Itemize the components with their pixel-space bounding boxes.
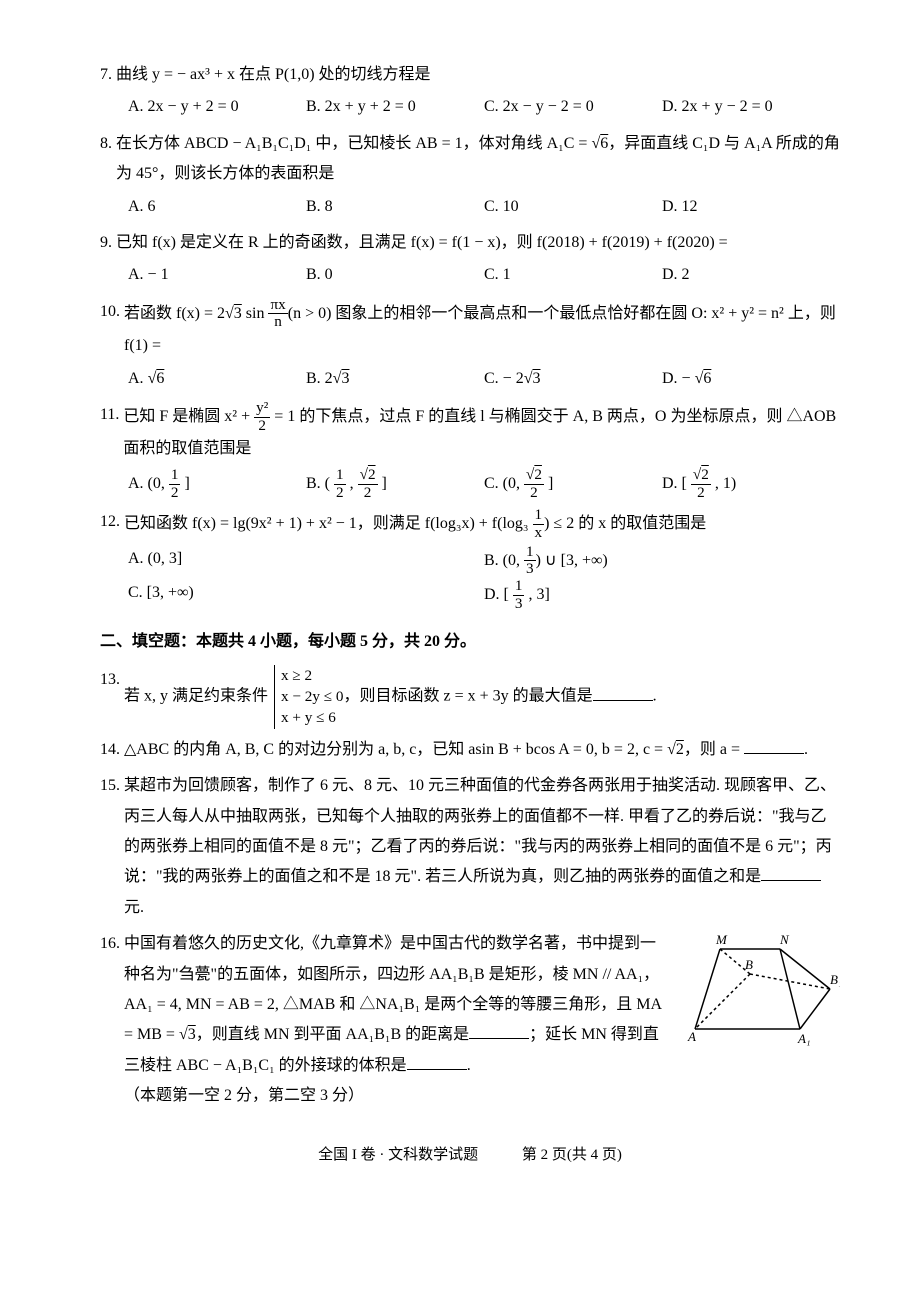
blank — [761, 864, 821, 881]
footer-right: 第 2 页(共 4 页) — [522, 1147, 622, 1163]
q12-text: 已知函数 f(x) = lg(9x² + 1) + x² − 1，则满足 f(l… — [124, 507, 840, 541]
q11-opt-a: A. (0, 12 ] — [128, 467, 306, 501]
q8-num: 8. — [100, 129, 112, 190]
q10-opt-a: A. √6 — [128, 364, 306, 394]
q9-opt-c: C. 1 — [484, 260, 662, 290]
blank — [407, 1053, 467, 1070]
q9-num: 9. — [100, 228, 112, 258]
question-10: 10. 若函数 f(x) = 2√3 sin πxn(n > 0) 图象上的相邻… — [100, 297, 840, 394]
question-12: 12. 已知函数 f(x) = lg(9x² + 1) + x² − 1，则满足… — [100, 507, 840, 612]
q12-opt-b: B. (0, 13) ∪ [3, +∞) — [484, 544, 840, 578]
q16-note: （本题第一空 2 分，第二空 3 分） — [124, 1081, 670, 1111]
q10-opt-d: D. − √6 — [662, 364, 840, 394]
q7-num: 7. — [100, 60, 112, 90]
question-11: 11. 已知 F 是椭圆 x² + y²2 = 1 的下焦点，过点 F 的直线 … — [100, 400, 840, 501]
svg-text:M: M — [715, 932, 728, 947]
footer-left: 全国 I 卷 · 文科数学试题 — [318, 1147, 478, 1163]
q14-text: △ABC 的内角 A, B, C 的对边分别为 a, b, c，已知 asin … — [124, 735, 840, 765]
question-14: 14. △ABC 的内角 A, B, C 的对边分别为 a, b, c，已知 a… — [100, 735, 840, 765]
q10-opt-b: B. 2√3 — [306, 364, 484, 394]
question-9: 9. 已知 f(x) 是定义在 R 上的奇函数，且满足 f(x) = f(1 −… — [100, 228, 840, 291]
q7-opt-d: D. 2x + y − 2 = 0 — [662, 92, 840, 122]
q12-opt-c: C. [3, +∞) — [128, 578, 484, 612]
q8-text: 在长方体 ABCD − A₁B₁C₁D₁ 中，已知棱长 AB = 1，体对角线 … — [116, 129, 840, 190]
q16-num: 16. — [100, 929, 120, 1111]
blank — [744, 737, 804, 754]
q15-num: 15. — [100, 771, 120, 923]
svg-text:A₁: A₁ — [797, 1031, 810, 1046]
q12-opt-a: A. (0, 3] — [128, 544, 484, 578]
q11-opt-b: B. ( 12 , √22 ] — [306, 467, 484, 501]
q7-opt-c: C. 2x − y − 2 = 0 — [484, 92, 662, 122]
q7-opt-b: B. 2x + y + 2 = 0 — [306, 92, 484, 122]
q15-text: 某超市为回馈顾客，制作了 6 元、8 元、10 元三种面值的代金券各两张用于抽奖… — [124, 771, 840, 923]
question-16: 16. 中国有着悠久的历史文化,《九章算术》是中国古代的数学名著，书中提到一种名… — [100, 929, 840, 1111]
question-13: 13. 若 x, y 满足约束条件 x ≥ 2x − 2y ≤ 0x + y ≤… — [100, 665, 840, 729]
svg-text:B₁: B₁ — [830, 972, 840, 987]
q12-num: 12. — [100, 507, 120, 541]
q7-opt-a: A. 2x − y + 2 = 0 — [128, 92, 306, 122]
q11-text: 已知 F 是椭圆 x² + y²2 = 1 的下焦点，过点 F 的直线 l 与椭… — [123, 400, 840, 465]
svg-text:B: B — [745, 957, 753, 972]
q11-opt-c: C. (0, √22 ] — [484, 467, 662, 501]
q16-text: 中国有着悠久的历史文化,《九章算术》是中国古代的数学名著，书中提到一种名为"刍甍… — [124, 929, 670, 1111]
q9-text: 已知 f(x) 是定义在 R 上的奇函数，且满足 f(x) = f(1 − x)… — [116, 228, 840, 258]
question-15: 15. 某超市为回馈顾客，制作了 6 元、8 元、10 元三种面值的代金券各两张… — [100, 771, 840, 923]
blank — [593, 684, 653, 701]
q8-opt-b: B. 8 — [306, 192, 484, 222]
q8-opt-d: D. 12 — [662, 192, 840, 222]
q16-figure: M N B B₁ A A₁ — [680, 929, 840, 1111]
q9-opt-a: A. − 1 — [128, 260, 306, 290]
q10-opt-c: C. − 2√3 — [484, 364, 662, 394]
page-footer: 全国 I 卷 · 文科数学试题 第 2 页(共 4 页) — [100, 1141, 840, 1170]
q12-opt-d: D. [ 13 , 3] — [484, 578, 840, 612]
q7-text: 曲线 y = − ax³ + x 在点 P(1,0) 处的切线方程是 — [116, 60, 840, 90]
q9-opt-d: D. 2 — [662, 260, 840, 290]
q11-opt-d: D. [ √22 , 1) — [662, 467, 840, 501]
q10-text: 若函数 f(x) = 2√3 sin πxn(n > 0) 图象上的相邻一个最高… — [124, 297, 840, 362]
q14-num: 14. — [100, 735, 120, 765]
q11-num: 11. — [100, 400, 119, 465]
svg-text:N: N — [779, 932, 790, 947]
q13-text: 若 x, y 满足约束条件 x ≥ 2x − 2y ≤ 0x + y ≤ 6，则… — [124, 665, 840, 729]
blank — [469, 1022, 529, 1039]
svg-text:A: A — [687, 1029, 696, 1044]
q10-num: 10. — [100, 297, 120, 362]
question-7: 7. 曲线 y = − ax³ + x 在点 P(1,0) 处的切线方程是 A.… — [100, 60, 840, 123]
section-2-title: 二、填空题：本题共 4 小题，每小题 5 分，共 20 分。 — [100, 627, 840, 657]
question-8: 8. 在长方体 ABCD − A₁B₁C₁D₁ 中，已知棱长 AB = 1，体对… — [100, 129, 840, 222]
q9-opt-b: B. 0 — [306, 260, 484, 290]
q8-opt-a: A. 6 — [128, 192, 306, 222]
q8-opt-c: C. 10 — [484, 192, 662, 222]
q13-num: 13. — [100, 665, 120, 729]
